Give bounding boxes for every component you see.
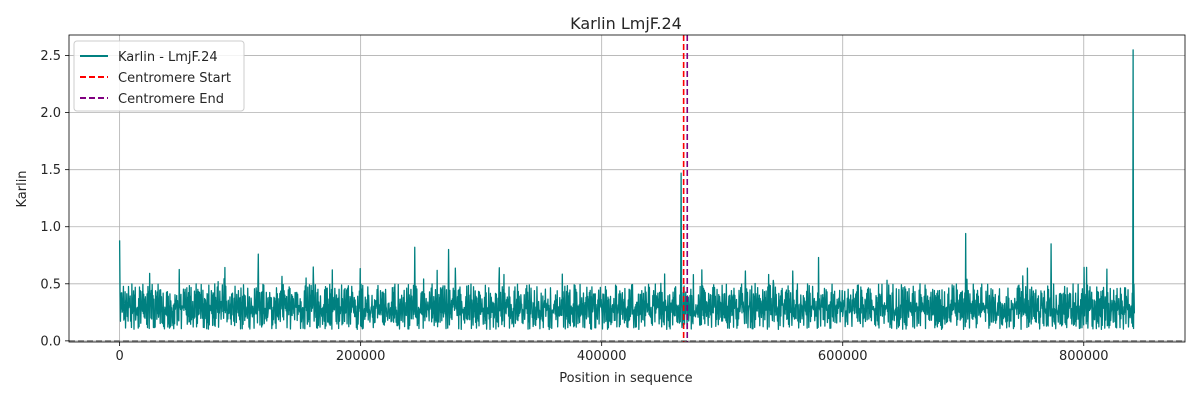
x-tick-label: 400000 — [577, 349, 627, 364]
x-tick-label: 800000 — [1059, 349, 1109, 364]
x-axis-ticks: 0 200000 400000 600000 800000 — [115, 342, 1109, 364]
plot-frame — [68, 34, 1186, 343]
series-karlin — [118, 49, 1136, 331]
x-tick-label: 200000 — [336, 349, 386, 364]
legend-box — [73, 40, 245, 112]
legend-label-series: Karlin - LmjF.24 — [118, 50, 218, 65]
x-tick-label: 600000 — [818, 349, 868, 364]
legend-label-centromere-start: Centromere Start — [118, 71, 231, 86]
x-axis-label: Position in sequence — [559, 371, 692, 386]
y-tick-label: 0.5 — [40, 277, 61, 292]
legend: Karlin - LmjF.24 Centromere Start Centro… — [73, 40, 245, 112]
y-axis-label: Karlin — [15, 170, 30, 207]
y-tick-label: 0.0 — [40, 334, 61, 349]
chart-title: Karlin LmjF.24 — [570, 14, 682, 33]
y-tick-label: 2.5 — [40, 49, 61, 64]
y-tick-label: 1.0 — [40, 220, 61, 235]
y-axis-ticks: 0.0 0.5 1.0 1.5 2.0 2.5 — [40, 49, 69, 349]
legend-label-centromere-end: Centromere End — [118, 92, 224, 107]
series-line-karlin — [118, 49, 1136, 331]
y-tick-label: 1.5 — [40, 163, 61, 178]
x-tick-label: 0 — [115, 349, 123, 364]
centromere-lines — [682, 35, 689, 342]
y-tick-label: 2.0 — [40, 106, 61, 121]
